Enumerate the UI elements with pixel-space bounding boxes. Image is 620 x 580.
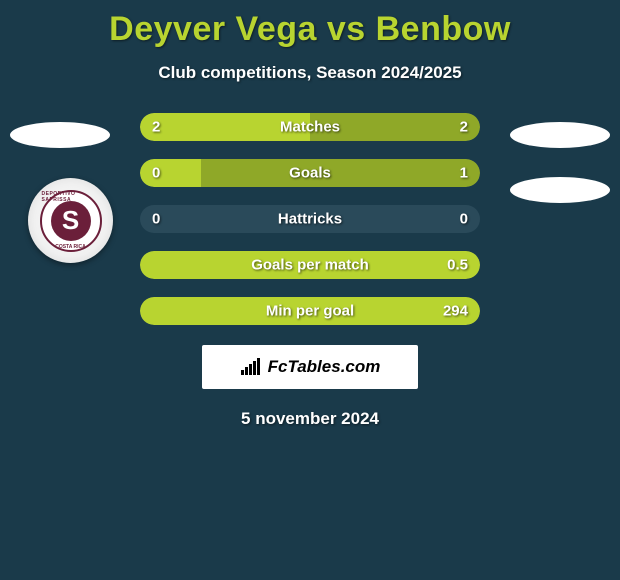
brand-text: FcTables.com [268, 357, 381, 377]
stat-label: Matches [280, 119, 340, 136]
stat-label: Hattricks [278, 211, 342, 228]
stat-row: 2 Matches 2 [140, 113, 480, 141]
brand-box: FcTables.com [202, 345, 418, 389]
date-line: 5 november 2024 [0, 409, 620, 429]
stat-value-left: 2 [152, 119, 160, 136]
player-left-avatar-placeholder [10, 122, 110, 148]
stat-row: 0 Hattricks 0 [140, 205, 480, 233]
stat-row: Goals per match 0.5 [140, 251, 480, 279]
stat-label: Goals [289, 165, 331, 182]
player-right-avatar-placeholder [510, 122, 610, 148]
club-right-crest-placeholder [510, 177, 610, 203]
stat-label: Min per goal [266, 303, 354, 320]
stat-value-right: 2 [460, 119, 468, 136]
club-left-crest: DEPORTIVO SAPRISSA S COSTA RICA [28, 178, 113, 263]
stat-value-left: 0 [152, 165, 160, 182]
stat-row: Min per goal 294 [140, 297, 480, 325]
page-title: Deyver Vega vs Benbow [0, 0, 620, 49]
stat-value-right: 294 [443, 303, 468, 320]
stat-row: 0 Goals 1 [140, 159, 480, 187]
crest-top-text: DEPORTIVO SAPRISSA [42, 191, 100, 203]
stat-label: Goals per match [251, 257, 369, 274]
stats-container: 2 Matches 2 0 Goals 1 0 Hattricks 0 Goals per mat… [140, 113, 480, 325]
bar-left [140, 159, 201, 187]
stat-value-left: 0 [152, 211, 160, 228]
bar-right [201, 159, 480, 187]
chart-bars-icon [240, 358, 262, 376]
stat-value-right: 1 [460, 165, 468, 182]
stat-value-right: 0 [460, 211, 468, 228]
subtitle: Club competitions, Season 2024/2025 [0, 63, 620, 83]
stat-value-right: 0.5 [447, 257, 468, 274]
crest-letter: S [51, 201, 91, 241]
crest-bottom-text: COSTA RICA [55, 244, 86, 250]
